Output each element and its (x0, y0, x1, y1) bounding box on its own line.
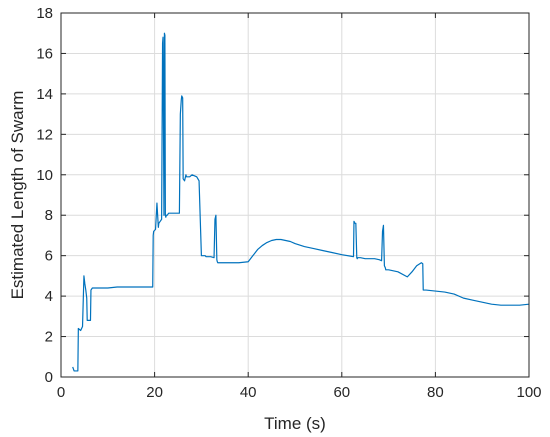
y-tick-label: 8 (45, 207, 53, 224)
x-tick-label: 40 (240, 384, 257, 401)
axes-frame (60, 12, 530, 378)
x-tick-label: 20 (146, 384, 163, 401)
x-tick-label: 60 (333, 384, 350, 401)
x-tick-label: 100 (516, 384, 541, 401)
y-tick-label: 14 (36, 86, 53, 103)
y-tick-label: 0 (45, 369, 53, 386)
x-tick-label: 80 (427, 384, 444, 401)
y-axis-label: Estimated Length of Swarm (8, 91, 27, 300)
axis-ticks (60, 12, 530, 378)
y-tick-label: 6 (45, 248, 53, 265)
x-axis-label: Time (s) (264, 414, 326, 433)
y-tick-label: 10 (36, 167, 53, 184)
y-tick-label: 18 (36, 5, 53, 22)
y-tick-labels: 0 2 4 6 8 10 12 14 16 18 (36, 5, 53, 386)
x-tick-label: 0 (57, 384, 65, 401)
series-line-0 (72, 32, 530, 372)
x-tick-labels: 0 20 40 60 80 100 (57, 384, 542, 401)
y-tick-label: 4 (45, 288, 53, 305)
grid (61, 13, 529, 377)
y-tick-label: 16 (36, 45, 53, 62)
y-tick-label: 2 (45, 329, 53, 346)
y-tick-label: 12 (36, 126, 53, 143)
plot-area (72, 32, 530, 372)
